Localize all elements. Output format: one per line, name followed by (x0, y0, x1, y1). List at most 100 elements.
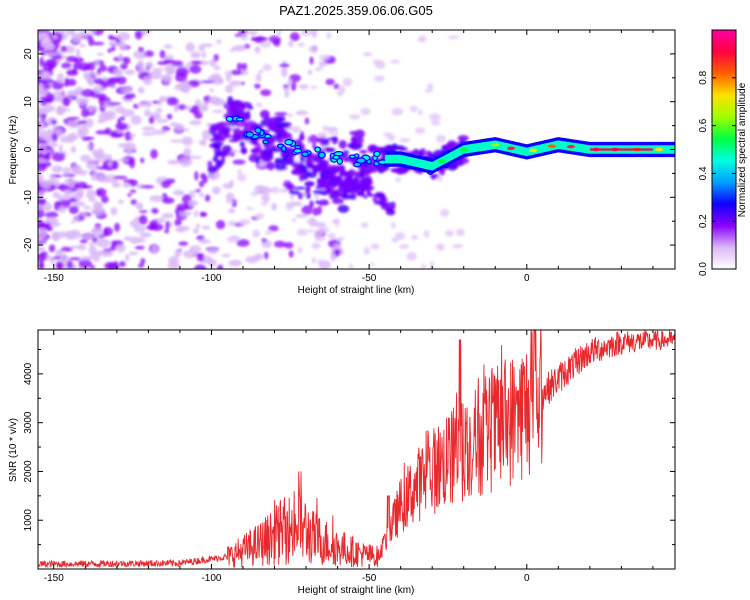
noise-blob (276, 30, 282, 37)
noise-blob (116, 76, 127, 85)
noise-blob (38, 92, 45, 96)
noise-blob (311, 242, 321, 250)
noise-blob (436, 134, 446, 143)
ridge-blob (245, 115, 251, 120)
ridge-blob (277, 138, 285, 144)
ridge-blob (270, 147, 283, 153)
noise-blob (166, 113, 173, 120)
spectrogram-x-ticks: -150 -100 -50 0 (44, 30, 654, 284)
noise-blob (155, 118, 169, 123)
noise-blob (50, 174, 55, 180)
noise-blob (95, 188, 107, 197)
noise-blob (394, 232, 406, 241)
noise-blob (191, 105, 200, 115)
noise-blob (93, 201, 103, 211)
noise-blob (224, 70, 232, 75)
noise-blob (225, 192, 235, 202)
noise-blob (137, 86, 145, 94)
ridge-blob (344, 177, 352, 182)
noise-blob (260, 89, 272, 97)
noise-blob (150, 149, 158, 159)
noise-blob (185, 105, 193, 110)
noise-blob (122, 96, 133, 100)
noise-blob (60, 108, 72, 112)
noise-blob (129, 159, 136, 169)
noise-blob (113, 175, 128, 180)
noise-blob (51, 132, 58, 142)
noise-blob (423, 230, 430, 238)
noise-blob (308, 134, 319, 144)
noise-blob (411, 234, 419, 240)
snr-y-tick-label: 4000 (23, 362, 34, 385)
noise-blob (255, 102, 263, 108)
noise-blob (271, 186, 280, 194)
noise-blob (39, 179, 52, 189)
noise-blob (38, 82, 44, 91)
noise-blob (161, 212, 174, 219)
ridge-blob (262, 159, 271, 163)
ridge-blob (318, 199, 330, 206)
noise-blob (287, 78, 292, 86)
noise-blob (60, 246, 73, 252)
noise-blob (201, 101, 209, 112)
noise-blob (291, 218, 297, 223)
noise-blob (151, 245, 158, 255)
noise-blob (57, 198, 71, 209)
noise-blob (166, 96, 179, 106)
noise-blob (38, 46, 45, 51)
noise-blob (260, 41, 272, 48)
noise-blob (262, 63, 272, 71)
ridge-blob (288, 190, 301, 195)
noise-blob (238, 219, 251, 226)
ridge-hot-spot (459, 147, 468, 152)
colorbar: 0.0 0.2 0.4 0.6 0.8 Normalized spectral ampl… (698, 29, 748, 276)
noise-blob (88, 30, 96, 34)
noise-blob (137, 263, 145, 268)
noise-blob (255, 37, 269, 42)
noise-blob (236, 239, 250, 247)
noise-blob (189, 120, 202, 126)
noise-blob (215, 220, 226, 230)
noise-blob (71, 33, 82, 43)
noise-blob (62, 96, 71, 107)
noise-blob (210, 73, 222, 81)
noise-blob (209, 95, 221, 106)
noise-blob (70, 245, 81, 249)
noise-blob (229, 70, 243, 76)
ridge-blob (439, 167, 445, 176)
noise-blob (278, 188, 289, 193)
noise-blob (125, 253, 130, 262)
noise-blob (133, 50, 147, 59)
noise-blob (178, 241, 189, 246)
noise-blob (120, 63, 128, 71)
noise-blob (326, 31, 331, 39)
noise-blob (87, 76, 95, 87)
noise-blob (96, 52, 105, 56)
ridge-hot-spot (655, 147, 664, 152)
ridge-core-blob (281, 145, 287, 152)
noise-blob (140, 184, 155, 189)
ridge-blob (374, 200, 381, 205)
spectrogram-y-tick-label: -20 (23, 237, 34, 252)
ridge-blob (327, 137, 339, 141)
noise-blob (56, 73, 65, 83)
noise-blob (185, 42, 195, 53)
noise-blob (194, 170, 199, 181)
ridge-blob (338, 170, 349, 178)
ridge-blob (305, 193, 311, 199)
noise-blob (287, 113, 293, 118)
noise-blob (107, 48, 112, 53)
noise-blob (152, 129, 167, 135)
noise-blob (188, 199, 199, 207)
noise-blob (117, 143, 131, 148)
noise-blob (156, 107, 163, 113)
noise-blob (93, 78, 105, 85)
ridge-blob (312, 190, 323, 195)
colorbar-tick-label: 0.2 (698, 214, 709, 228)
ridge-blob (309, 200, 314, 208)
noise-blob (429, 113, 441, 121)
noise-blob (66, 133, 74, 144)
snr-ylabel: SNR (10 * v/v) (8, 418, 19, 482)
noise-blob (38, 116, 42, 120)
noise-blob (201, 212, 208, 217)
